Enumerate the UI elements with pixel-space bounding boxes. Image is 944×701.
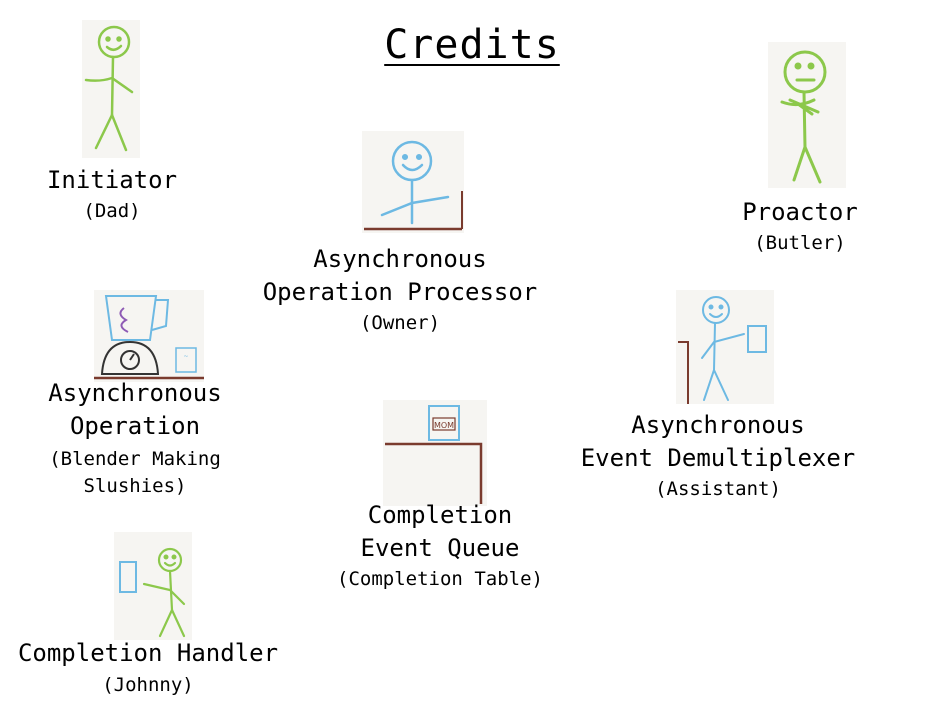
operation-label-line-1: Asynchronous xyxy=(48,379,222,407)
operation-drawing: ~ xyxy=(94,290,204,382)
initiator-drawing xyxy=(82,20,140,158)
operation-person-line-1: (Blender Making xyxy=(49,448,221,470)
handler-drawing xyxy=(114,532,192,640)
operation-label-line-2: Operation xyxy=(69,412,201,440)
queue-label: Completion Event Queue xyxy=(290,499,590,565)
demux-label: Asynchronous Event Demultiplexer xyxy=(560,409,876,475)
initiator-person: (Dad) xyxy=(83,200,141,222)
proactor-label: Proactor xyxy=(742,198,858,226)
processor-drawing xyxy=(362,131,464,233)
operation-person-line-2: Slushies) xyxy=(83,475,187,497)
processor-label-line-2: Operation Processor xyxy=(262,278,538,306)
demux-person: (Assistant) xyxy=(655,478,781,500)
operation-label: Asynchronous Operation xyxy=(20,377,250,443)
initiator-label: Initiator xyxy=(46,166,178,194)
handler-label: Completion Handler xyxy=(17,639,279,667)
handler-person: (Johnny) xyxy=(102,674,194,696)
demux-label-line-2: Event Demultiplexer xyxy=(580,444,856,472)
processor-label-line-1: Asynchronous xyxy=(313,245,487,273)
queue-card-text: MOM xyxy=(434,421,454,430)
proactor-person: (Butler) xyxy=(754,232,846,254)
queue-label-line-1: Completion xyxy=(367,501,513,529)
queue-label-line-2: Event Queue xyxy=(360,534,520,562)
demux-label-line-1: Asynchronous xyxy=(631,411,805,439)
queue-drawing: MOM xyxy=(383,400,487,506)
proactor-drawing xyxy=(768,42,846,188)
processor-person: (Owner) xyxy=(359,312,441,334)
svg-text:~: ~ xyxy=(183,353,188,360)
page-title: Credits xyxy=(384,22,560,68)
operation-person: (Blender Making Slushies) xyxy=(20,446,250,500)
processor-label: Asynchronous Operation Processor xyxy=(230,243,570,309)
queue-person: (Completion Table) xyxy=(337,568,543,590)
demux-drawing xyxy=(676,290,774,404)
